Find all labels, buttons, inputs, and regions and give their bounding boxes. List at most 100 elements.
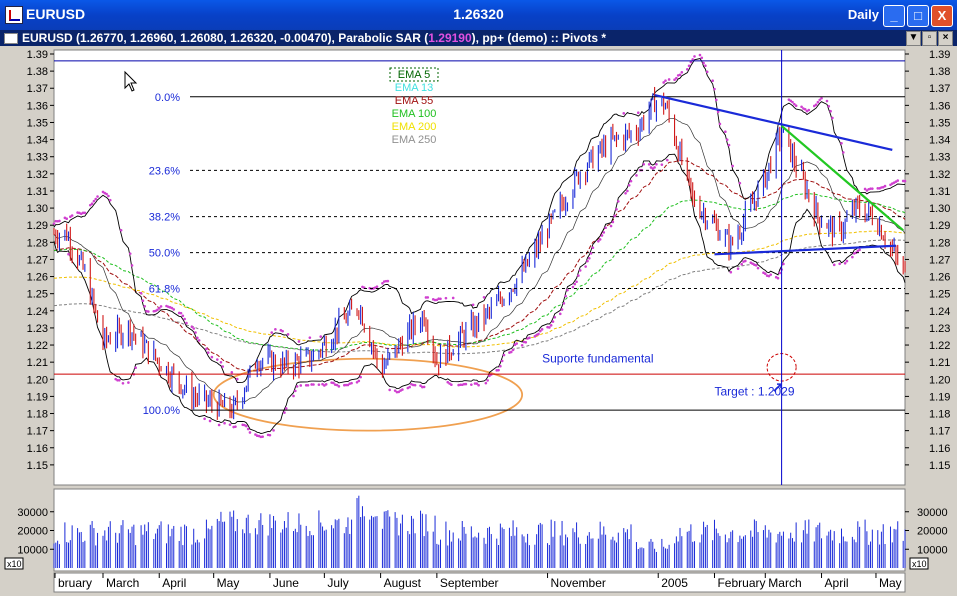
- sar-dot: [401, 388, 404, 391]
- time-tick-label: July: [327, 576, 348, 590]
- close-button[interactable]: X: [931, 5, 953, 27]
- price-tick-label-left: 1.23: [27, 323, 48, 335]
- sar-dot: [794, 104, 798, 107]
- volume-tick-label-right: 30000: [917, 507, 948, 519]
- price-tick-label-right: 1.18: [929, 409, 950, 421]
- sar-dot: [782, 262, 785, 266]
- sar-dot: [116, 378, 119, 382]
- sar-dot: [597, 239, 600, 243]
- sar-dot: [462, 382, 466, 386]
- minimize-button[interactable]: _: [883, 5, 905, 27]
- sar-dot: [738, 181, 742, 185]
- sar-dot: [763, 272, 767, 275]
- sar-dot: [515, 342, 518, 345]
- sar-dot: [121, 382, 125, 385]
- fib-level-label: 23.6%: [149, 165, 180, 177]
- sar-dot: [270, 331, 274, 334]
- sar-dot: [319, 335, 323, 338]
- time-tick-label: June: [273, 576, 299, 590]
- bollinger-lower-band: [53, 153, 906, 434]
- sar-dot: [509, 350, 513, 354]
- sar-dot: [359, 375, 362, 379]
- price-chart[interactable]: 0.0% 23.6% 38.2% 50.0% 61.8% 100.0% Suporte fu…: [0, 46, 957, 596]
- sar-dot: [869, 187, 872, 190]
- price-tick-label-left: 1.39: [27, 49, 48, 61]
- sar-dot: [502, 353, 506, 357]
- ema-100-line: [53, 193, 906, 351]
- sar-dot: [470, 383, 473, 386]
- sar-dot: [157, 306, 161, 310]
- sar-dot: [724, 130, 727, 134]
- sar-dot: [156, 308, 159, 312]
- sar-dot: [295, 385, 299, 388]
- price-tick-label-left: 1.15: [27, 460, 48, 472]
- volume-tick-label-left: 10000: [17, 544, 48, 556]
- sar-dot: [829, 109, 832, 113]
- sar-dot: [235, 377, 239, 381]
- sar-dot: [736, 267, 740, 270]
- sar-dot: [778, 271, 782, 275]
- price-tick-label-right: 1.31: [929, 186, 950, 198]
- sar-dot: [471, 303, 475, 307]
- sar-dot: [611, 220, 615, 224]
- sar-dot: [714, 98, 718, 102]
- price-tick-label-right: 1.34: [929, 135, 950, 147]
- sar-dot: [183, 317, 186, 321]
- price-tick-label-right: 1.20: [929, 374, 950, 386]
- sar-dot: [108, 198, 112, 202]
- chart-minimize-button[interactable]: ▼: [906, 31, 921, 46]
- ema-legend-label: EMA 200: [392, 121, 437, 133]
- price-tick-label-right: 1.33: [929, 152, 950, 164]
- price-tick-label-right: 1.30: [929, 203, 950, 215]
- sar-dot: [662, 81, 665, 84]
- price-tick-label-right: 1.15: [929, 460, 950, 472]
- sar-dot: [286, 333, 290, 336]
- sar-dot: [88, 203, 92, 207]
- sar-dot: [96, 195, 99, 198]
- sar-dot: [528, 336, 531, 340]
- sar-dot: [731, 164, 734, 168]
- sar-dot: [70, 214, 74, 217]
- sar-dot: [92, 199, 96, 203]
- sar-dot: [691, 58, 695, 61]
- sar-dot: [297, 340, 301, 343]
- chart-checkbox[interactable]: [4, 33, 18, 44]
- sar-dot: [876, 187, 880, 190]
- volume-multiplier-box: [909, 557, 929, 570]
- sar-label: Parabolic SAR: [338, 31, 421, 45]
- maximize-button[interactable]: □: [907, 5, 929, 27]
- sar-dot: [141, 299, 145, 303]
- sar-dot: [840, 141, 843, 145]
- sar-dot: [304, 383, 308, 387]
- price-tick-label-left: 1.29: [27, 220, 48, 232]
- sar-dot: [130, 264, 134, 267]
- fib-level-label: 50.0%: [149, 248, 180, 260]
- sar-dot: [667, 78, 671, 81]
- chart-annotation: Suporte fundamental: [542, 352, 653, 366]
- price-tick-label-left: 1.33: [27, 152, 48, 164]
- sar-dot: [693, 55, 696, 58]
- sar-dot: [613, 214, 616, 218]
- sar-dot: [477, 383, 480, 387]
- sar-dot: [393, 389, 397, 392]
- chart-restore-button[interactable]: ▫: [922, 31, 937, 46]
- sar-dot: [729, 270, 733, 274]
- time-tick-label: February: [717, 576, 765, 590]
- sar-dot: [685, 67, 689, 71]
- chart-close-button[interactable]: ×: [938, 31, 953, 46]
- sar-dot: [642, 163, 646, 166]
- sar-dot: [464, 382, 468, 386]
- price-tick-label-right: 1.38: [929, 66, 950, 78]
- ema-200-line: [53, 230, 906, 348]
- sar-dot: [337, 385, 341, 388]
- sar-dot: [245, 424, 248, 428]
- price-tick-label-right: 1.25: [929, 289, 950, 301]
- sar-dot: [820, 96, 823, 100]
- sar-dot: [800, 105, 803, 109]
- sar-dot: [689, 60, 693, 64]
- sar-dot: [598, 238, 602, 241]
- sar-dot: [903, 179, 907, 183]
- chart-app-icon: [5, 6, 23, 24]
- price-tick-label-right: 1.22: [929, 340, 950, 352]
- sar-dot: [858, 248, 861, 252]
